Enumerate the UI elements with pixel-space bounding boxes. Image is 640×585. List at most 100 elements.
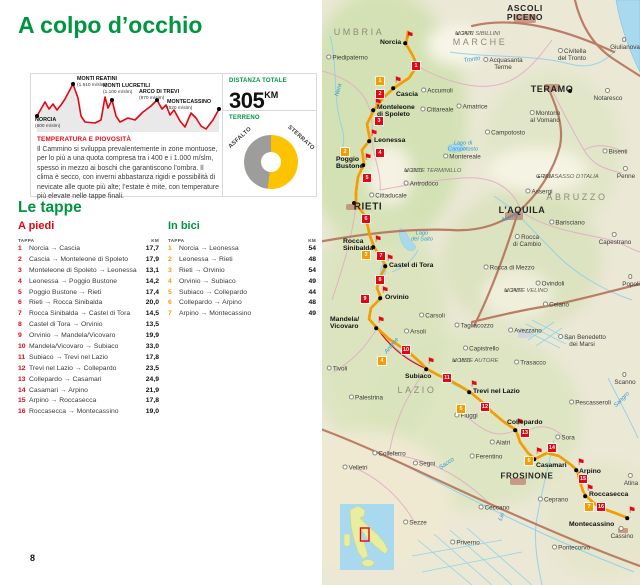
route-town-label: Monteleone di Spoleto [377, 104, 415, 119]
stage-badge-walk: 14 [548, 444, 556, 452]
terrain-donut-chart: STERRATO ASFALTO [223, 123, 318, 195]
stage-flag-icon: ⚑ [370, 128, 379, 138]
town-label: Popoli [622, 274, 640, 288]
walking-stages-table: A piedi TAPPA KM 1 Norcia → Cascia 17,7 2 Ca… [18, 220, 159, 419]
stage-km: 44 [308, 288, 316, 296]
route-town-label: Rocca Sinibalda [343, 238, 374, 253]
cycling-rows: 1 Norcia → Leonessa 54 2 Leonessa → Rieti 48 3… [168, 245, 316, 321]
col-stage: TAPPA [18, 238, 35, 243]
inset-highlight-box [359, 527, 370, 542]
region-label: UMBRIA [333, 27, 385, 37]
col-km: KM [308, 238, 316, 243]
stage-km: 49 [308, 310, 316, 318]
distance-unit: KM [264, 90, 279, 100]
table-row: 16 Roccasecca → Montecassino 19,0 [18, 408, 159, 419]
stage-km: 14,5 [145, 310, 159, 318]
stage-number: 15 [18, 397, 26, 405]
route-town-dot [424, 367, 428, 371]
stage-badge-walk: 16 [597, 503, 605, 511]
stage-number: 3 [18, 266, 22, 274]
stage-badge-bike: 4 [378, 357, 386, 365]
town-label: Tivoli [327, 365, 347, 372]
route-town-dot [378, 296, 382, 300]
stage-flag-icon: ⚑ [470, 379, 479, 389]
left-column: A colpo d’occhio NORCIA (600 m/slm) MONTI … [18, 12, 318, 563]
town-label: Bisenti [603, 148, 628, 155]
stage-route: Subiaco → Trevi nel Lazio [29, 353, 108, 361]
table-row: 2 Cascia → Monteleone di Spoleto 17,9 [18, 256, 159, 267]
stage-number: 4 [168, 277, 172, 285]
route-town-dot [371, 245, 375, 249]
stage-route: Norcia → Cascia [29, 245, 80, 252]
river-label: Sangro [613, 391, 631, 409]
stage-flag-icon: ⚑ [394, 75, 403, 85]
stage-number: 5 [18, 288, 22, 296]
stage-flag-icon: ⚑ [374, 97, 383, 107]
table-row: 6 Rieti → Rocca Sinibalda 20,0 [18, 299, 159, 310]
stage-km: 17,7 [145, 245, 159, 252]
stage-route: Roccasecca → Montecassino [29, 408, 119, 416]
river-label: Nera [334, 82, 344, 98]
stage-km: 24,9 [145, 375, 159, 383]
stage-number: 1 [168, 245, 172, 252]
stage-route: Rocca Sinibalda → Castel di Tora [29, 310, 131, 318]
italy-inset-map [340, 504, 394, 570]
table-row: 5 Subiaco → Collepardo 44 [168, 289, 316, 300]
region-label: ABRUZZO [546, 192, 608, 202]
col-km: KM [151, 238, 159, 243]
elevation-chart: NORCIA (600 m/slm) MONTI REATINI (1.510 m/s… [33, 76, 223, 134]
table-row: 3 Rieti → Orvinio 54 [168, 267, 316, 278]
stage-km: 20,0 [145, 299, 159, 307]
stage-route: Trevi nel Lazio → Collepardo [29, 364, 117, 372]
stage-flag-icon: ⚑ [364, 152, 373, 162]
stage-flag-icon: ⚑ [427, 356, 436, 366]
table-row: 4 Orvinio → Subiaco 49 [168, 278, 316, 289]
peak-label: ARCO DI TREVI (970 m/slm) [139, 89, 180, 101]
river-label: Sacco [438, 456, 456, 472]
town-label: Priverno [450, 539, 479, 546]
stage-route: Poggio Bustone → Rieti [29, 288, 102, 296]
town-label: Atina [624, 473, 638, 487]
town-label: Sezze [403, 519, 427, 526]
town-label: Segni [413, 460, 435, 467]
page-number: 8 [30, 553, 36, 563]
stage-km: 19,0 [145, 408, 159, 416]
table-row: 1 Norcia → Cascia 17,7 [18, 245, 159, 256]
route-town-dot [361, 163, 365, 167]
stage-route: Rieti → Orvinio [179, 266, 225, 274]
stage-badge-walk: 9 [361, 295, 369, 303]
town-label: Ceccano [479, 504, 510, 511]
table-row: 1 Norcia → Leonessa 54 [168, 245, 316, 256]
town-label: Acquasanta Terme [483, 57, 522, 71]
walking-rows: 1 Norcia → Cascia 17,7 2 Cascia → Monteleone… [18, 245, 159, 419]
route-town-label: Poggio Bustone [336, 156, 364, 171]
stage-flag-icon: ⚑ [374, 234, 383, 244]
cycling-stages-table: In bici TAPPA KM 1 Norcia → Leonessa 54 2 Le… [168, 220, 316, 321]
town-label: Scanno [614, 372, 635, 386]
peak-label: MONTECASSINO (520 m/slm) [167, 99, 212, 111]
stage-number: 4 [18, 277, 22, 285]
route-town-label: Cascia [396, 91, 418, 98]
walking-table-title: A piedi [18, 220, 55, 232]
stage-number: 11 [18, 353, 26, 361]
stage-km: 13,1 [145, 266, 159, 274]
stage-route: Collepardo → Arpino [179, 299, 242, 307]
route-town-dot [403, 41, 407, 45]
climate-text: Il Cammino si sviluppa prevalentemente i… [37, 146, 219, 201]
route-town-dot [574, 468, 578, 472]
table-row: 3 Monteleone di Spoleto → Leonessa 13,1 [18, 267, 159, 278]
table-row: 13 Collepardo → Casamari 24,9 [18, 376, 159, 387]
town-label: Trasacco [514, 359, 546, 366]
stage-route: Leonessa → Poggio Bustone [29, 277, 118, 285]
route-town-label: Castel di Tora [389, 262, 434, 269]
route-town-dot [383, 264, 387, 268]
stage-badge-walk: 15 [579, 475, 587, 483]
route-town-label: Montecassino [569, 521, 615, 528]
stage-flag-icon: ⚑ [386, 253, 395, 263]
stage-badge-bike: 3 [362, 251, 370, 259]
stage-km: 48 [308, 299, 316, 307]
town-label: Velletri [343, 464, 368, 471]
stage-km: 17,9 [145, 255, 159, 263]
town-label: Giulianova [610, 37, 640, 51]
donut-graphic [244, 135, 298, 189]
